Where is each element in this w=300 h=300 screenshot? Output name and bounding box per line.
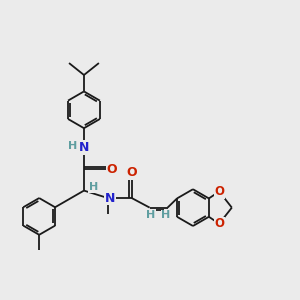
- Text: H: H: [161, 210, 170, 220]
- Text: H: H: [146, 209, 155, 220]
- Text: O: O: [126, 167, 137, 179]
- Text: O: O: [215, 217, 225, 230]
- Text: H: H: [88, 182, 98, 192]
- Text: O: O: [215, 185, 225, 198]
- Text: N: N: [105, 192, 115, 205]
- Text: H: H: [68, 141, 77, 152]
- Text: N: N: [79, 141, 89, 154]
- Text: O: O: [107, 163, 117, 176]
